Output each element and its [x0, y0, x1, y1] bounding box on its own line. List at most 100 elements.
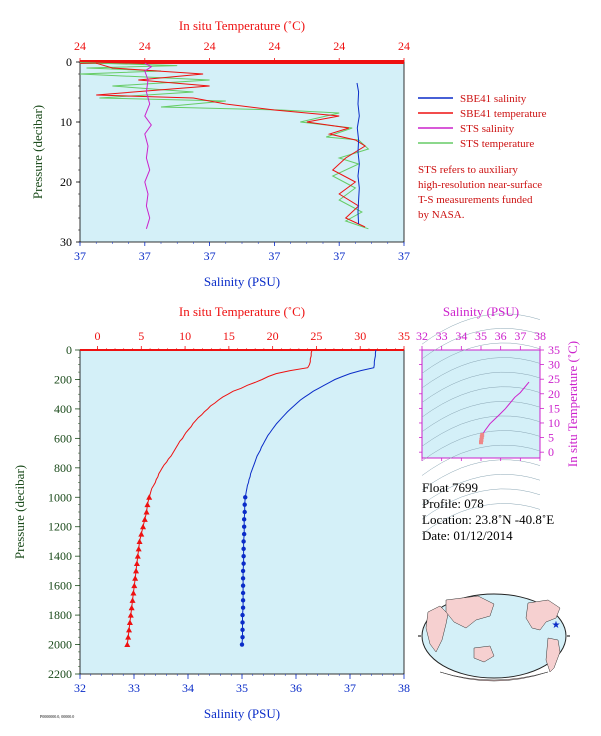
salinity-marker — [240, 620, 245, 625]
temperature-marker — [129, 597, 136, 603]
bottom-tick-label: 33 — [128, 681, 140, 695]
note-line: STS refers to auxiliary — [418, 164, 518, 176]
temperature-marker — [126, 619, 133, 625]
density-isolines — [421, 313, 541, 535]
ts-top-tick-label: 34 — [455, 329, 467, 343]
salinity-marker — [239, 642, 245, 647]
isopycnal-line — [421, 328, 541, 360]
y-tick-label: 2200 — [48, 667, 72, 681]
profile-number: Profile: 078 — [422, 496, 484, 511]
profile-panel: 0200400600800100012001400160018002000220… — [12, 304, 410, 721]
y-tick-label: 1800 — [48, 608, 72, 622]
salinity-marker — [241, 539, 246, 544]
salinity-marker — [241, 546, 246, 552]
y-tick-label: 1000 — [48, 490, 72, 504]
temperature-marker — [143, 509, 150, 515]
ts-top-tick-label: 37 — [514, 329, 526, 343]
top-tick-label: 0 — [95, 329, 101, 343]
temperature-marker — [135, 545, 142, 552]
profile-top-axis-label: In situ Temperature (˚C) — [179, 304, 305, 319]
world-map: ★ — [418, 593, 570, 682]
north-america-shape — [525, 599, 561, 631]
bottom-tick-label: 37 — [74, 249, 86, 263]
salinity-marker — [243, 495, 248, 500]
temperature-marker — [144, 501, 151, 508]
top-tick-label: 25 — [310, 329, 322, 343]
y-tick-label: 0 — [66, 55, 72, 69]
ts-right-tick-label: 30 — [548, 358, 560, 372]
salinity-marker — [240, 634, 245, 640]
antarctica-shape — [439, 671, 549, 682]
salinity-marker — [240, 576, 246, 581]
ts-right-axis-label: In situ Temperature (˚C) — [565, 341, 580, 467]
salinity-marker — [241, 517, 247, 522]
bottom-tick-label: 35 — [236, 681, 248, 695]
temperature-marker — [140, 523, 147, 530]
date: Date: 01/12/2014 — [422, 528, 513, 543]
bottom-tick-label: 37 — [398, 249, 410, 263]
ts-top-tick-label: 35 — [475, 329, 487, 343]
top-tick-label: 24 — [268, 39, 280, 53]
salinity-marker — [242, 502, 247, 507]
temperature-marker — [128, 604, 135, 611]
top-tick-label: 10 — [179, 329, 191, 343]
near-surface-left-axis-label: Pressure (decibar) — [30, 105, 45, 199]
africa-europe-shape — [425, 605, 449, 653]
bottom-tick-label: 37 — [333, 249, 345, 263]
note-line: high-resolution near-surface — [418, 179, 542, 191]
top-tick-label: 24 — [139, 39, 151, 53]
y-tick-label: 400 — [54, 402, 72, 416]
ts-right-tick-label: 35 — [548, 343, 560, 357]
y-tick-label: 800 — [54, 461, 72, 475]
top-tick-label: 15 — [223, 329, 235, 343]
temperature-marker — [134, 553, 141, 559]
top-tick-label: 35 — [398, 329, 410, 343]
series-line-sbe41-temperature — [96, 62, 367, 228]
bottom-tick-label: 37 — [139, 249, 151, 263]
ts-right-tick-label: 0 — [548, 445, 554, 459]
ts-right-tick-label: 5 — [548, 431, 554, 445]
location: Location: 23.8˚N -40.8˚E — [422, 512, 554, 527]
ts-right-tick-label: 20 — [548, 387, 560, 401]
top-tick-label: 24 — [74, 39, 86, 53]
bottom-tick-label: 32 — [74, 681, 86, 695]
bottom-tick-label: 34 — [182, 681, 194, 695]
bottom-tick-label: 37 — [344, 681, 356, 695]
temperature-marker — [127, 612, 134, 618]
legend-label: SBE41 temperature — [460, 108, 547, 120]
near-surface-bottom-axis-label: Salinity (PSU) — [204, 274, 280, 289]
y-tick-label: 1200 — [48, 520, 72, 534]
top-tick-label: 30 — [354, 329, 366, 343]
australia-shape — [473, 645, 495, 663]
ts-right-tick-label: 15 — [548, 401, 560, 415]
bottom-tick-label: 37 — [204, 249, 216, 263]
bottom-tick-label: 37 — [268, 249, 280, 263]
y-tick-label: 10 — [60, 115, 72, 129]
y-tick-label: 200 — [54, 372, 72, 386]
y-tick-label: 1400 — [48, 549, 72, 563]
isopycnal-line — [421, 415, 541, 447]
temperature-marker — [146, 494, 153, 500]
isopycnal-line — [421, 371, 541, 403]
top-tick-label: 5 — [138, 329, 144, 343]
temperature-marker — [136, 538, 143, 544]
top-tick-label: 24 — [333, 39, 345, 53]
y-tick-label: 30 — [60, 235, 72, 249]
salinity-marker — [241, 561, 246, 566]
bottom-tick-label: 38 — [398, 681, 410, 695]
isopycnal-line — [421, 357, 541, 389]
map-land — [425, 595, 561, 682]
ts-right-tick-label: 25 — [548, 372, 560, 386]
isopycnal-line — [421, 488, 541, 520]
bottom-tick-label: 36 — [290, 681, 302, 695]
profile-left-axis-label: Pressure (decibar) — [12, 465, 27, 559]
ts-marker — [479, 434, 484, 439]
isopycnal-line — [421, 430, 541, 462]
footer-code: P0000000.0, 00000.0 — [40, 714, 74, 720]
profile-bottom-axis-label: Salinity (PSU) — [204, 706, 280, 721]
float-id: Float 7699 — [422, 480, 478, 495]
salinity-marker — [240, 598, 246, 603]
temperature-marker — [132, 575, 139, 581]
salinity-marker — [241, 524, 247, 529]
series-line-sts-temperature — [79, 62, 370, 230]
